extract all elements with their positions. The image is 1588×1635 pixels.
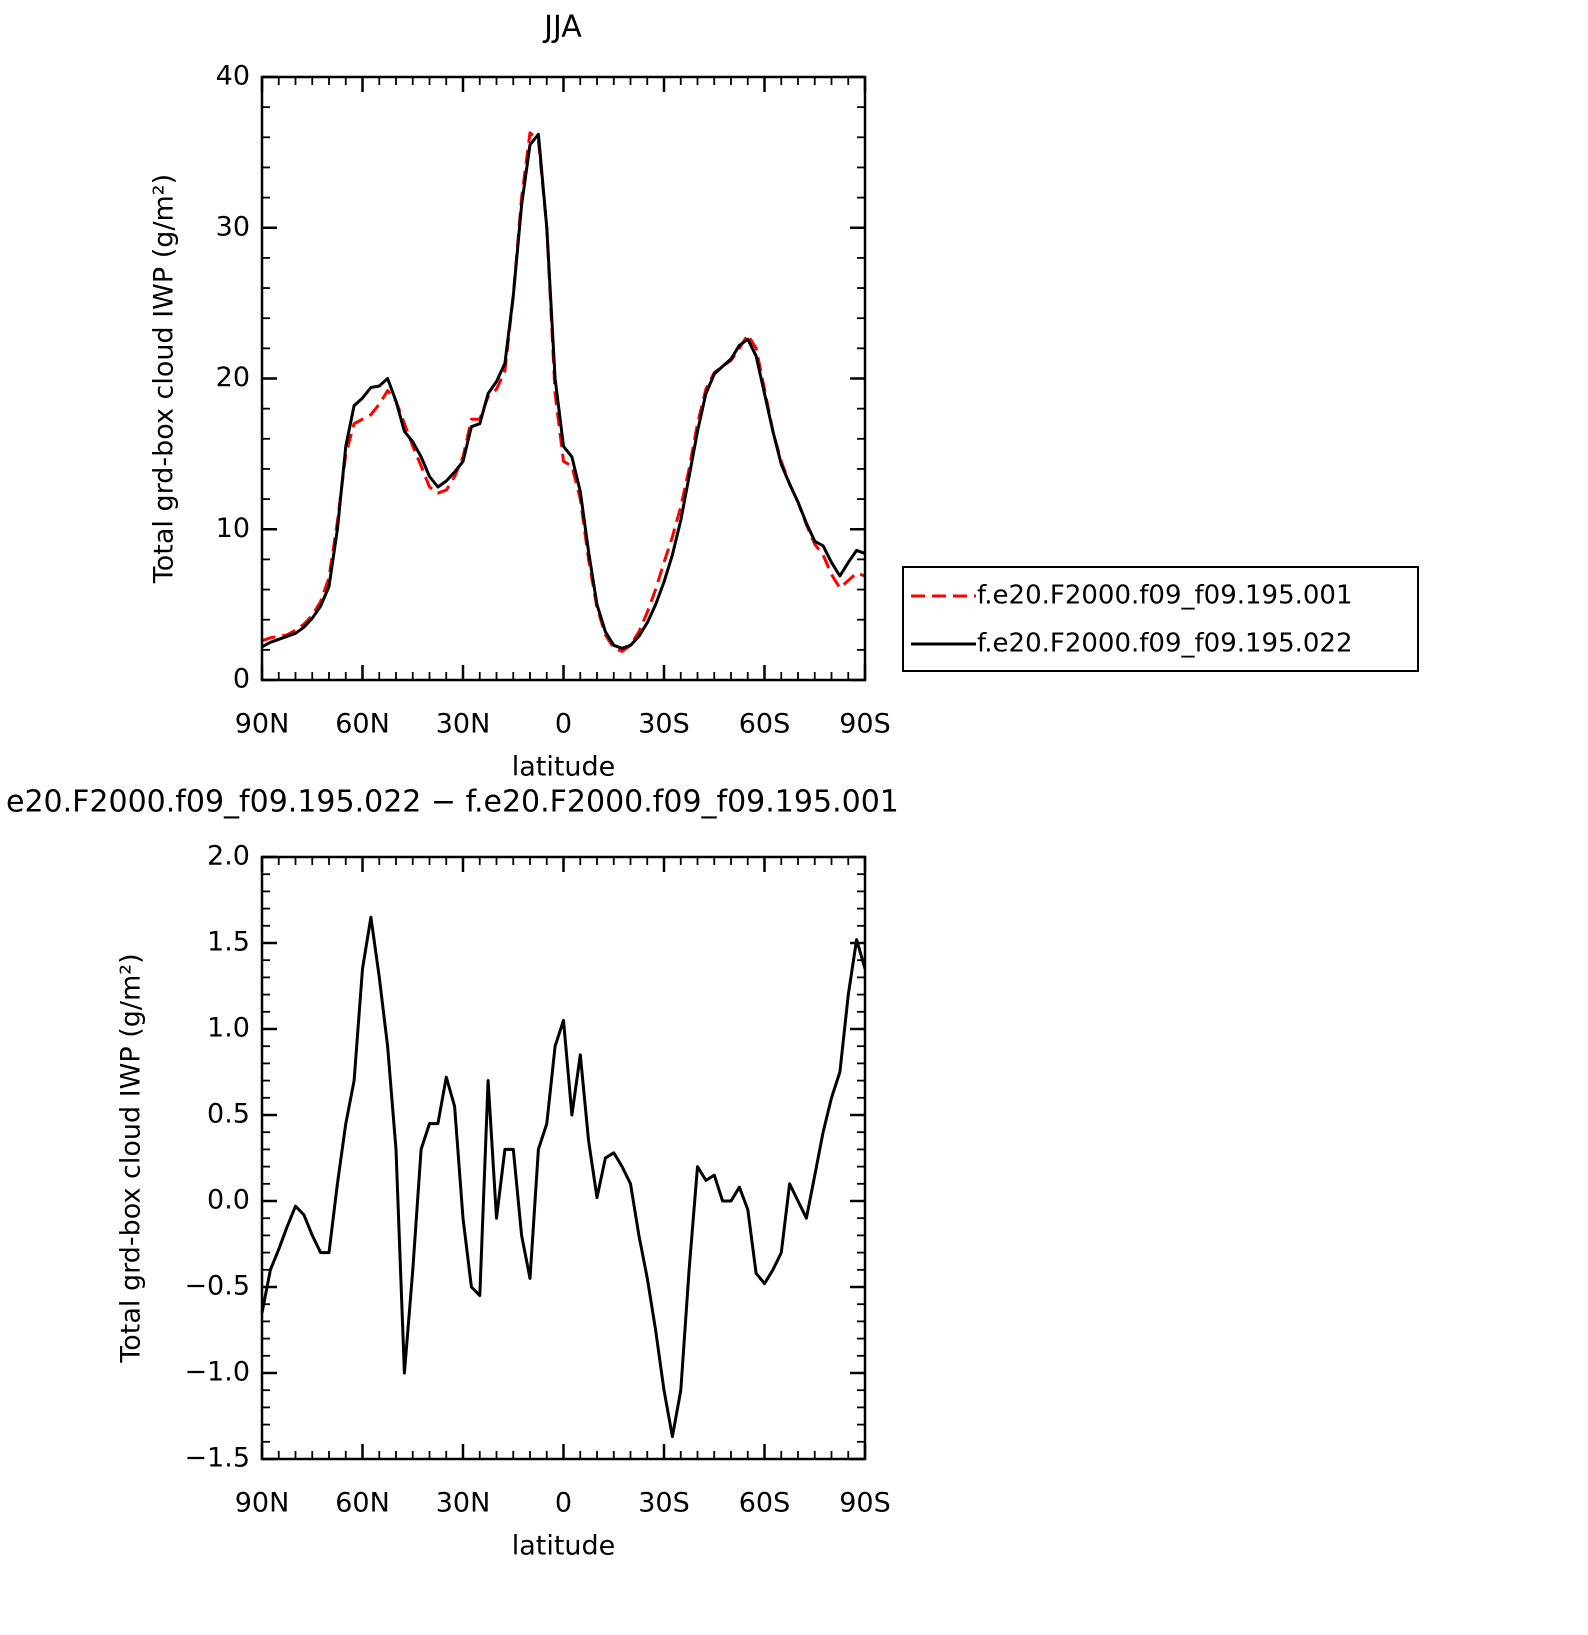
- y-tick-label: 2.0: [207, 841, 250, 872]
- x-tick-label: 30S: [638, 1488, 690, 1519]
- legend-box: [902, 566, 1419, 672]
- x-tick-label: 90N: [235, 1488, 290, 1519]
- x-tick-label: 60S: [739, 709, 791, 740]
- y-tick-label: 0.5: [207, 1099, 250, 1130]
- x-tick-label: 60N: [335, 1488, 390, 1519]
- x-tick-label: 0: [555, 709, 572, 740]
- x-tick-label: 90S: [839, 1488, 891, 1519]
- y-tick-label: 30: [216, 211, 250, 242]
- y-tick-label: 0: [233, 664, 250, 695]
- x-axis-label: latitude: [512, 752, 616, 783]
- chart-title: e20.F2000.f09_f09.195.022 − f.e20.F2000.…: [6, 785, 899, 820]
- x-tick-label: 90S: [839, 709, 891, 740]
- y-tick-label: 0.0: [207, 1185, 250, 1216]
- x-tick-label: 90N: [235, 709, 290, 740]
- x-axis-label: latitude: [512, 1531, 616, 1562]
- y-tick-label: −0.5: [184, 1271, 250, 1302]
- x-tick-label: 30S: [638, 709, 690, 740]
- y-axis-label: Total grd-box cloud IWP (g/m²): [116, 953, 147, 1363]
- x-tick-label: 60S: [739, 1488, 791, 1519]
- data-line: [260, 915, 867, 1439]
- x-tick-label: 30N: [436, 1488, 491, 1519]
- data-line: [261, 132, 866, 650]
- y-tick-label: −1.0: [184, 1357, 250, 1388]
- legend-label: f.e20.F2000.f09_f09.195.022: [977, 629, 1353, 659]
- x-tick-label: 0: [555, 1488, 572, 1519]
- x-tick-label: 60N: [335, 709, 390, 740]
- chart-title: JJA: [542, 10, 582, 45]
- y-tick-label: 1.0: [207, 1013, 250, 1044]
- x-tick-label: 30N: [436, 709, 491, 740]
- legend-label: f.e20.F2000.f09_f09.195.001: [977, 581, 1353, 611]
- y-tick-label: 10: [216, 513, 250, 544]
- plot-frame: [260, 75, 867, 682]
- data-line: [261, 131, 866, 653]
- y-tick-label: 1.5: [207, 927, 250, 958]
- y-tick-label: −1.5: [184, 1443, 250, 1474]
- y-tick-label: 40: [216, 61, 250, 92]
- y-axis-label: Total grd-box cloud IWP (g/m²): [149, 174, 180, 584]
- y-tick-label: 20: [216, 362, 250, 393]
- plot-frame: [260, 855, 867, 1461]
